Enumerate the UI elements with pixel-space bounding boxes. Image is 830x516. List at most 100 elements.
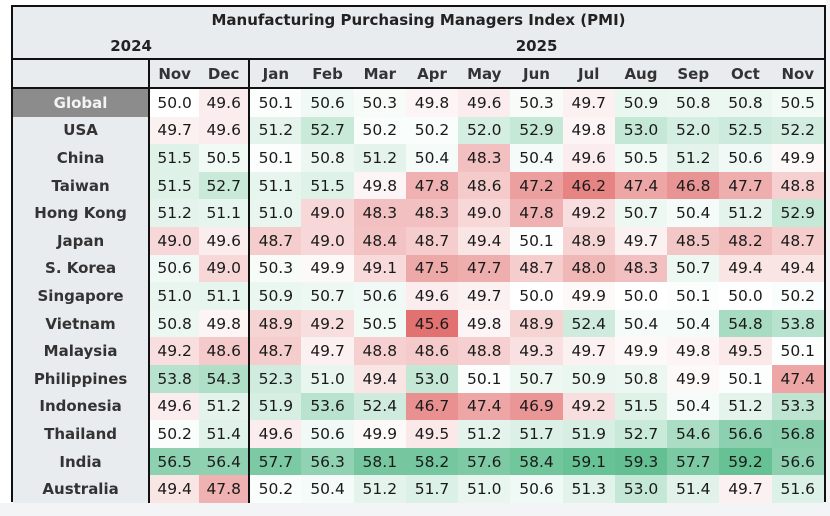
heatmap-cell: 50.1 (667, 282, 720, 310)
heatmap-cell: 49.7 (562, 88, 615, 117)
heatmap-cell: 50.9 (248, 282, 302, 310)
table-row: Australia 49.4 47.8 50.2 50.4 51.2 51.7 51.0 50.… (13, 475, 824, 503)
heatmap-cell: 50.4 (667, 199, 720, 227)
heatmap-cell: 51.2 (248, 116, 302, 145)
heatmap-cell: 50.0 (719, 282, 772, 310)
row-label-global: Global (13, 88, 151, 117)
heatmap-cell: 49.2 (562, 199, 615, 227)
heatmap-cell: 46.8 (667, 171, 720, 200)
heatmap-cell: 50.4 (667, 392, 720, 421)
heatmap-cell: 47.4 (458, 392, 511, 421)
table-row: Taiwan 51.5 52.7 51.1 51.5 49.8 47.8 48.6 47.2 46… (13, 171, 824, 200)
heatmap-cell: 48.3 (353, 199, 406, 227)
heatmap-cell: 51.2 (719, 392, 772, 421)
heatmap-cell: 49.7 (458, 282, 511, 310)
table-row: China 51.5 50.5 50.1 50.8 51.2 50.4 48.3 50.4 49.… (13, 144, 824, 172)
heatmap-cell: 49.6 (458, 88, 511, 117)
heatmap-cell: 51.5 (149, 171, 200, 200)
heatmap-cell: 50.4 (667, 309, 720, 338)
heatmap-cell: 47.8 (199, 475, 250, 503)
heatmap-cell: 49.6 (562, 144, 615, 172)
heatmap-cell: 52.5 (719, 116, 772, 145)
heatmap-cell: 52.2 (771, 116, 824, 145)
heatmap-cell: 50.8 (667, 88, 720, 117)
column-header-2025-sep: Sep (667, 59, 720, 89)
heatmap-cell: 50.6 (301, 420, 354, 448)
heatmap-cell: 49.0 (458, 199, 511, 227)
heatmap-cell: 49.4 (771, 254, 824, 283)
heatmap-cell: 51.1 (199, 282, 250, 310)
heatmap-cell: 48.8 (458, 337, 511, 365)
heatmap-cell: 49.5 (719, 337, 772, 365)
heatmap-cell: 51.4 (667, 475, 720, 503)
heatmap-cell: 50.3 (248, 254, 302, 283)
heatmap-cell: 50.1 (458, 364, 511, 393)
table-row: India 56.5 56.4 57.7 56.3 58.1 58.2 57.6 58.4 59.… (13, 447, 824, 476)
heatmap-cell: 52.0 (667, 116, 720, 145)
heatmap-cell: 51.4 (199, 420, 250, 448)
heatmap-cell: 49.4 (458, 226, 511, 255)
heatmap-cell: 48.5 (667, 226, 720, 255)
row-label-vietnam: Vietnam (13, 309, 151, 338)
heatmap-cell: 52.3 (248, 364, 302, 393)
column-header-2025-mar: Mar (353, 59, 406, 89)
column-header-2025-may: May (458, 59, 511, 89)
heatmap-cell: 49.4 (149, 475, 200, 503)
heatmap-cell: 50.1 (248, 144, 302, 172)
row-label-philippines: Philippines (13, 364, 151, 393)
heatmap-cell: 57.7 (667, 447, 720, 476)
heatmap-cell: 50.5 (614, 144, 668, 172)
header-corner (13, 59, 151, 89)
heatmap-cell: 50.5 (199, 144, 250, 172)
heatmap-cell: 48.2 (719, 226, 772, 255)
heatmap-cell: 50.4 (614, 309, 668, 338)
row-label-usa: USA (13, 116, 151, 145)
heatmap-cell: 57.7 (248, 447, 302, 476)
year-label-2024: 2024 (13, 33, 250, 60)
heatmap-cell: 49.2 (562, 392, 615, 421)
heatmap-cell: 50.0 (614, 282, 668, 310)
heatmap-cell: 53.8 (771, 309, 824, 338)
table-row: Malaysia 49.2 48.6 48.7 49.7 48.8 48.6 48.8 49.3… (13, 337, 824, 365)
heatmap-cell: 49.8 (199, 309, 250, 338)
heatmap-cell: 49.1 (353, 254, 406, 283)
heatmap-cell: 50.1 (510, 226, 563, 255)
heatmap-cell: 56.6 (771, 447, 824, 476)
table-row: Philippines 53.8 54.3 52.3 51.0 49.4 53.0 50.1 5… (13, 364, 824, 393)
year-label-2025: 2025 (249, 33, 824, 60)
heatmap-cell: 51.5 (614, 392, 668, 421)
column-header-2025-aug: Aug (614, 59, 668, 89)
heatmap-cell: 50.9 (614, 88, 668, 117)
heatmap-cell: 49.2 (149, 337, 200, 365)
heatmap-cell: 49.4 (353, 364, 406, 393)
heatmap-cell: 56.5 (149, 447, 200, 476)
heatmap-cell: 50.6 (719, 144, 772, 172)
heatmap-cell: 50.2 (149, 420, 200, 448)
heatmap-cell: 58.1 (353, 447, 406, 476)
table-row: Vietnam 50.8 49.8 48.9 49.2 50.5 45.6 49.8 48.9 5… (13, 309, 824, 338)
column-header-2024-dec: Dec (199, 59, 250, 89)
row-label-indonesia: Indonesia (13, 392, 151, 421)
heatmap-cell: 48.7 (248, 337, 302, 365)
column-header-2025-oct: Oct (719, 59, 772, 89)
heatmap-cell: 49.7 (149, 116, 200, 145)
heatmap-cell: 49.9 (353, 420, 406, 448)
heatmap-cell: 52.9 (771, 199, 824, 227)
table-row: Thailand 50.2 51.4 49.6 50.6 49.9 49.5 51.2 51.7… (13, 420, 824, 448)
heatmap-cell: 49.6 (405, 282, 459, 310)
heatmap-cell: 51.3 (562, 475, 615, 503)
heatmap-cell: 51.2 (199, 392, 250, 421)
heatmap-cell: 53.0 (614, 116, 668, 145)
column-header-2025-jan: Jan (248, 59, 302, 89)
heatmap-cell: 50.8 (614, 364, 668, 393)
pmi-heatmap-table: Manufacturing Purchasing Managers Index … (11, 5, 826, 503)
heatmap-cell: 51.2 (458, 420, 511, 448)
heatmap-cell: 48.6 (458, 171, 511, 200)
heatmap-cell: 48.7 (771, 226, 824, 255)
heatmap-cell: 49.8 (562, 116, 615, 145)
heatmap-cell: 47.7 (719, 171, 772, 200)
heatmap-cell: 51.2 (667, 144, 720, 172)
heatmap-cell: 46.2 (562, 171, 615, 200)
heatmap-cell: 48.7 (248, 226, 302, 255)
heatmap-cell: 48.8 (771, 171, 824, 200)
